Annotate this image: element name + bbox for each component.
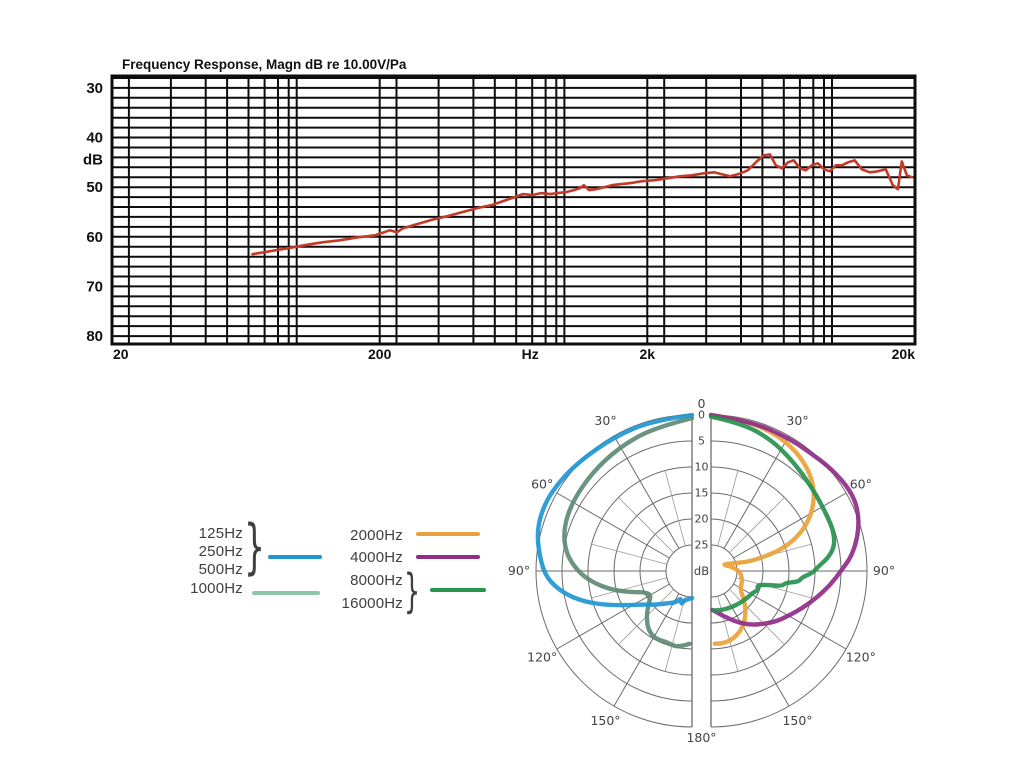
legend-label-1000hz: 1000Hz: [190, 580, 243, 597]
fr-y-tick-label: dB: [83, 151, 103, 168]
legend-label-16000hz: 16000Hz: [341, 595, 403, 612]
legend-line-125-500hz: [268, 555, 322, 559]
fr-y-tick-label: 50: [86, 179, 103, 196]
polar-spoke: [664, 470, 686, 547]
polar-spoke: [717, 470, 739, 547]
polar-angle-label-right: 30°: [786, 413, 808, 428]
polar-db-label: 20: [695, 513, 709, 526]
polar-spoke: [556, 492, 670, 559]
polar-grid: [535, 413, 868, 729]
polar-angle-label-left: 30°: [594, 413, 616, 428]
fr-response-curve: [251, 153, 914, 256]
polar-angle-label-left: 150°: [590, 713, 620, 728]
polar-curve-8000-16000Hz: [708, 414, 837, 613]
polar-spoke: [723, 435, 790, 549]
legend-label-8000hz: 8000Hz: [350, 572, 403, 589]
fr-x-tick-label: 200: [368, 346, 392, 362]
polar-spoke: [591, 577, 668, 599]
fr-plot-border: [110, 74, 917, 346]
polar-curve-4000Hz: [708, 412, 861, 627]
polar-pattern-chart: 0 30° 30° 60° 60° 90° 90° 120° 120° 150° 150° 180° 0…: [508, 396, 895, 745]
polar-curve-1000Hz: [562, 415, 695, 649]
fr-x-tick-label: 20: [113, 346, 129, 362]
polar-spoke: [723, 593, 790, 707]
legend-label-500hz: 500Hz: [198, 561, 243, 578]
fr-x-tick-label: 20k: [892, 346, 916, 362]
legend-brace-high-icon: }: [404, 564, 421, 618]
fr-grid: [110, 74, 917, 346]
polar-spoke: [613, 593, 680, 707]
legend-label-2000hz: 2000Hz: [350, 527, 403, 544]
polar-spoke: [733, 492, 847, 559]
fr-y-tick-label: 80: [86, 328, 103, 345]
polar-db-label: 10: [695, 461, 709, 474]
fr-chart-title: Frequency Response, Magn dB re 10.00V/Pa: [122, 57, 407, 72]
legend-brace-low-icon: }: [244, 512, 266, 582]
polar-ring-right: [710, 544, 738, 598]
frequency-response-chart: Frequency Response, Magn dB re 10.00V/Pa…: [83, 57, 917, 362]
polar-angle-label-right: 90°: [873, 563, 895, 578]
polar-spoke: [664, 595, 686, 672]
polar-angle-label-right: 120°: [846, 650, 876, 665]
fr-y-tick-label: 40: [86, 130, 103, 147]
polar-angle-label: 180°: [686, 730, 716, 745]
legend-line-2000hz: [416, 532, 480, 536]
polar-angle-label-left: 90°: [508, 563, 530, 578]
polar-angle-label-right: 150°: [782, 713, 812, 728]
polar-db-label: 5: [698, 435, 705, 448]
legend-line-8000-16000hz: [430, 588, 486, 592]
polar-ring-left: [665, 544, 693, 598]
polar-axis-strip: [693, 413, 710, 729]
polar-spoke: [618, 497, 674, 553]
legend-label-4000hz: 4000Hz: [350, 549, 403, 566]
polar-angle-label-left: 120°: [527, 650, 557, 665]
polar-angle-label-right: 60°: [850, 477, 872, 492]
polar-series: [535, 412, 861, 649]
polar-spoke: [735, 577, 812, 599]
fr-x-tick-label: 2k: [640, 346, 656, 362]
polar-spoke: [729, 589, 785, 645]
polar-angle-label: 0: [698, 396, 706, 411]
polar-spoke: [613, 435, 680, 549]
fr-x-tick-label: Hz: [522, 346, 539, 362]
legend-line-1000hz: [252, 591, 320, 595]
fr-y-tick-label: 60: [86, 229, 103, 246]
polar-center-label: dB: [694, 564, 709, 578]
fr-y-tick-label: 30: [86, 80, 103, 97]
polar-spoke: [729, 497, 785, 553]
polar-angle-label-left: 60°: [531, 477, 553, 492]
fr-y-tick-label: 70: [86, 278, 103, 295]
polar-db-label: 25: [695, 539, 709, 552]
polar-labels: 0 30° 30° 60° 60° 90° 90° 120° 120° 150° 150° 180° 0…: [508, 396, 895, 745]
legend-label-250hz: 250Hz: [198, 543, 243, 560]
polar-spoke: [591, 543, 668, 565]
fr-axis-labels: 30 40 dB 50 60 70 80 20 200 Hz 2k 20k: [83, 80, 915, 362]
polar-db-label: 0: [698, 409, 705, 422]
legend-label-125hz: 125Hz: [198, 525, 243, 542]
polar-curve-2000Hz: [708, 412, 816, 646]
polar-db-label: 15: [695, 487, 709, 500]
legend-line-4000hz: [416, 555, 480, 559]
fr-curve: [251, 153, 914, 256]
polar-curve-125-500Hz: [535, 412, 695, 608]
